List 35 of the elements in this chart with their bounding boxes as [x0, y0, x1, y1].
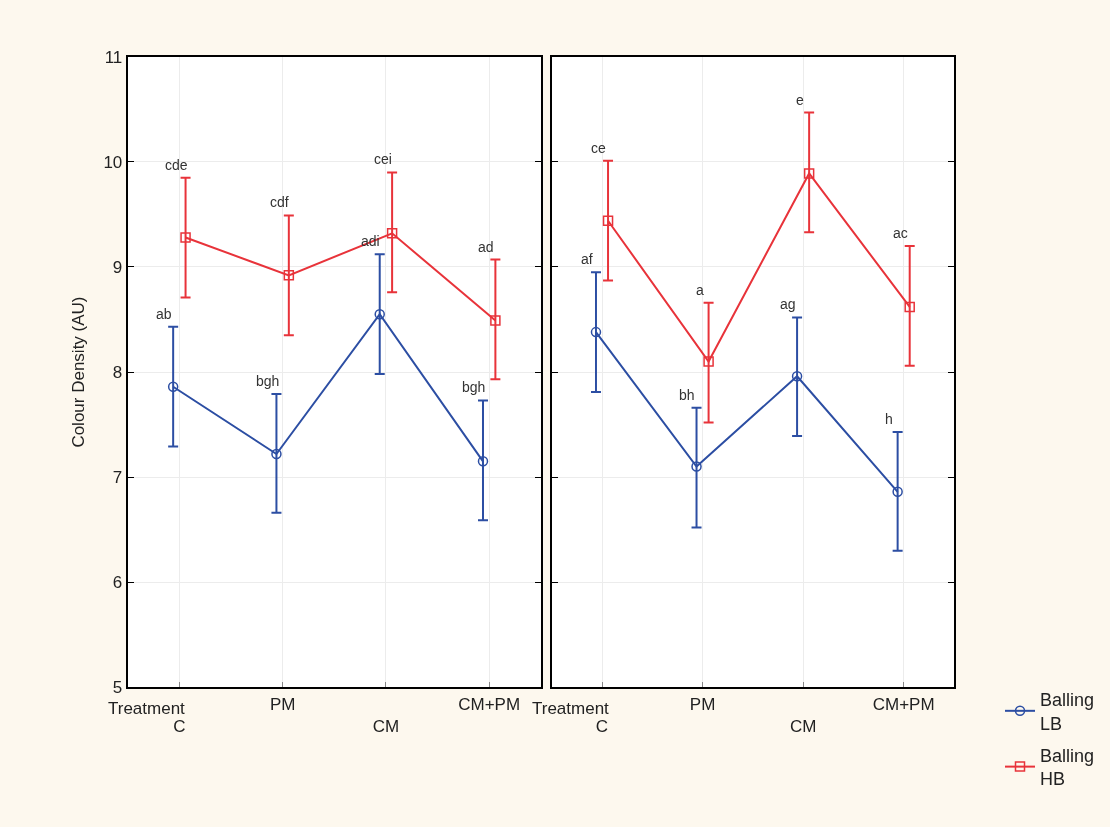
x-tick-label: PM: [269, 694, 296, 714]
y-tick-label: 10: [103, 152, 123, 172]
annotation: ad: [478, 239, 494, 255]
y-axis-title: Colour Density (AU): [69, 296, 89, 448]
annotation: e: [796, 92, 804, 108]
annotation: bh: [679, 387, 695, 403]
annotation: af: [581, 251, 593, 267]
annotation: cde: [165, 157, 188, 173]
x-axis-title: Treatment: [108, 699, 186, 718]
annotation: ag: [780, 296, 796, 312]
y-tick-label: 5: [112, 678, 123, 698]
annotation: ab: [156, 306, 172, 322]
annotation: ac: [893, 225, 908, 241]
x-axis-title: Treatment: [532, 699, 610, 718]
x-tick-label: CM+PM: [872, 694, 935, 714]
y-tick-label: 7: [112, 468, 123, 488]
annotation: a: [696, 282, 704, 298]
annotation: cdf: [270, 194, 289, 210]
y-tick-label: 9: [112, 257, 123, 277]
y-tick-label: 6: [112, 573, 123, 593]
x-tick-label: PM: [689, 694, 716, 714]
x-tick-label: CM: [372, 716, 400, 736]
annotation: cei: [374, 151, 392, 167]
y-tick-label: 8: [112, 362, 123, 382]
x-tick-label: C: [595, 716, 609, 736]
legend-label: Balling LB: [1040, 690, 1095, 734]
y-tick-label: 11: [104, 47, 123, 67]
annotation: h: [885, 411, 893, 427]
x-tick-label: CM+PM: [458, 694, 521, 714]
annotation: ce: [591, 140, 606, 156]
legend-label: Balling HB: [1040, 745, 1095, 790]
annotation: bgh: [462, 379, 486, 395]
annotation: bgh: [256, 373, 280, 389]
x-tick-label: CM: [789, 716, 817, 736]
x-tick-label: C: [173, 716, 186, 736]
